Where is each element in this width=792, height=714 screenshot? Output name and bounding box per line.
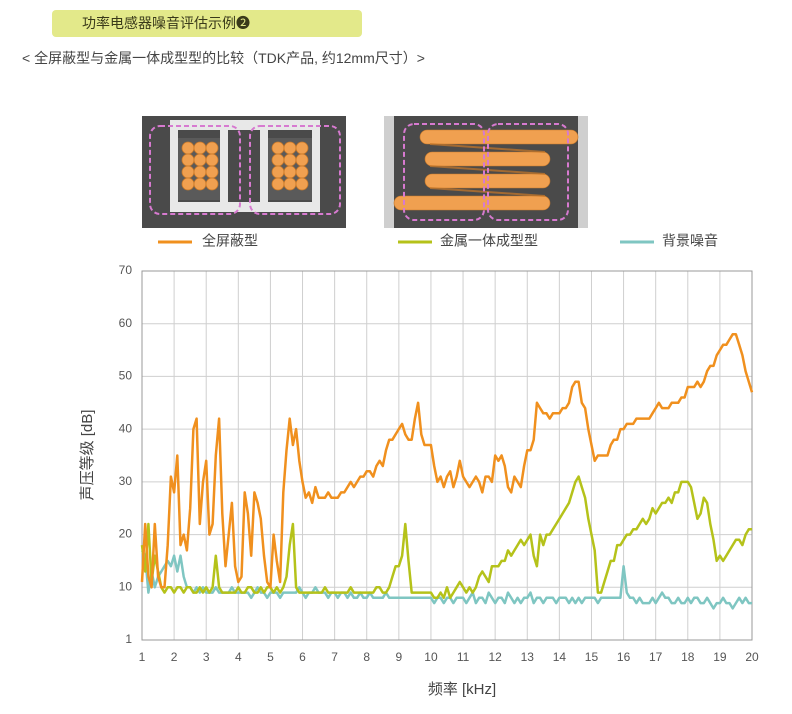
x-tick-label: 13 — [521, 650, 535, 664]
shielded-diagram — [142, 116, 346, 228]
x-tick-label: 12 — [488, 650, 502, 664]
series-line — [140, 475, 752, 600]
x-tick-label: 6 — [299, 650, 306, 664]
y-tick-label: 40 — [119, 421, 133, 435]
x-tick-label: 14 — [553, 650, 567, 664]
x-tick-label: 20 — [745, 650, 759, 664]
x-tick-label: 17 — [649, 650, 663, 664]
y-tick-label: 70 — [119, 263, 133, 277]
x-tick-label: 11 — [457, 650, 470, 664]
y-tick-label: 1 — [125, 632, 132, 646]
y-tick-label: 30 — [119, 474, 133, 488]
y-tick-label: 60 — [119, 316, 133, 330]
x-tick-label: 15 — [585, 650, 599, 664]
x-tick-label: 8 — [363, 650, 370, 664]
plot-frame — [141, 270, 753, 641]
y-tick-label: 10 — [119, 579, 133, 593]
x-tick-label: 1 — [139, 650, 146, 664]
molded-diagram — [384, 116, 588, 228]
x-tick-label: 4 — [235, 650, 242, 664]
x-tick-label: 16 — [617, 650, 631, 664]
y-tick-label: 20 — [119, 527, 133, 541]
legend-label: 背景噪音 — [662, 233, 718, 249]
header-title: 功率电感器噪音评估示例❷ — [52, 10, 362, 37]
y-axis-label: 声压等级 [dB] — [78, 410, 96, 501]
subtitle: < 全屏蔽型与金属一体成型型的比较（TDK产品, 约12mm尺寸）> — [22, 50, 425, 66]
legend-label: 金属一体成型型 — [440, 233, 538, 249]
x-axis-label: 频率 [kHz] — [428, 681, 496, 698]
x-tick-label: 3 — [203, 650, 210, 664]
x-tick-label: 19 — [713, 650, 727, 664]
legend-label: 全屏蔽型 — [202, 233, 258, 249]
x-tick-label: 9 — [395, 650, 402, 664]
x-tick-label: 7 — [331, 650, 338, 664]
x-tick-label: 2 — [171, 650, 178, 664]
series-line — [140, 333, 754, 589]
x-tick-label: 10 — [424, 650, 438, 664]
x-tick-label: 18 — [681, 650, 695, 664]
x-tick-label: 5 — [267, 650, 274, 664]
y-tick-label: 50 — [119, 369, 133, 383]
